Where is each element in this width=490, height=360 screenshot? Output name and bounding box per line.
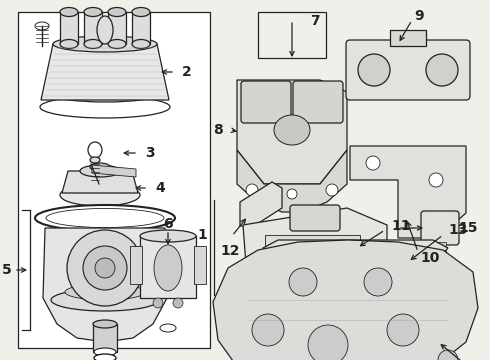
Bar [84, 12, 102, 44]
Ellipse shape [160, 324, 176, 332]
FancyBboxPatch shape [290, 205, 340, 231]
Ellipse shape [51, 86, 159, 102]
Text: 11: 11 [391, 219, 411, 233]
Bar [108, 12, 126, 44]
Ellipse shape [84, 40, 102, 49]
Circle shape [326, 184, 338, 196]
Ellipse shape [93, 320, 117, 328]
Polygon shape [41, 44, 169, 100]
Ellipse shape [90, 157, 100, 163]
Bar [390, 30, 426, 46]
Bar [60, 12, 78, 44]
Text: 15: 15 [458, 221, 477, 235]
Text: 9: 9 [414, 9, 424, 23]
Circle shape [287, 189, 297, 199]
Ellipse shape [46, 208, 164, 228]
Ellipse shape [140, 230, 196, 242]
Ellipse shape [97, 16, 113, 44]
Ellipse shape [51, 289, 159, 311]
Circle shape [173, 298, 183, 308]
Ellipse shape [53, 36, 157, 52]
FancyBboxPatch shape [421, 211, 459, 245]
Ellipse shape [35, 22, 49, 30]
Text: 12: 12 [220, 244, 240, 258]
Bar [140, 236, 196, 298]
Polygon shape [213, 240, 478, 360]
Bar [130, 246, 142, 284]
Ellipse shape [60, 8, 78, 17]
FancyBboxPatch shape [346, 40, 470, 100]
Text: 1: 1 [197, 228, 207, 242]
Ellipse shape [90, 163, 110, 171]
FancyBboxPatch shape [293, 81, 343, 123]
Bar [258, 12, 326, 58]
Ellipse shape [132, 8, 150, 17]
Polygon shape [62, 171, 138, 193]
Ellipse shape [84, 8, 102, 17]
Ellipse shape [154, 245, 182, 291]
FancyBboxPatch shape [241, 81, 291, 123]
Circle shape [426, 54, 458, 86]
Bar [18, 12, 210, 348]
Text: 5: 5 [2, 263, 12, 277]
Text: 4: 4 [155, 181, 165, 195]
Circle shape [358, 54, 390, 86]
Circle shape [95, 258, 115, 278]
Polygon shape [43, 228, 167, 342]
Circle shape [366, 156, 380, 170]
Ellipse shape [108, 8, 126, 17]
Bar [265, 235, 360, 275]
Text: 6: 6 [163, 217, 173, 231]
Bar [194, 246, 206, 284]
Circle shape [289, 268, 317, 296]
Polygon shape [240, 182, 282, 226]
Polygon shape [92, 165, 136, 177]
Text: 10: 10 [420, 251, 440, 265]
Circle shape [429, 173, 443, 187]
Bar [93, 324, 117, 352]
Bar [434, 242, 446, 252]
Polygon shape [263, 240, 448, 292]
Ellipse shape [60, 184, 140, 206]
Ellipse shape [108, 40, 126, 49]
Bar [132, 12, 150, 44]
Ellipse shape [274, 115, 310, 145]
Circle shape [364, 268, 392, 296]
Circle shape [153, 298, 163, 308]
Circle shape [308, 325, 348, 360]
Ellipse shape [80, 165, 120, 177]
Ellipse shape [35, 205, 175, 231]
Ellipse shape [132, 40, 150, 49]
Circle shape [387, 314, 419, 346]
Ellipse shape [94, 348, 116, 356]
Circle shape [83, 246, 127, 290]
Text: 8: 8 [213, 123, 223, 137]
Polygon shape [237, 150, 347, 212]
Circle shape [246, 184, 258, 196]
Ellipse shape [94, 354, 116, 360]
Circle shape [438, 350, 458, 360]
Text: 2: 2 [182, 65, 192, 79]
Polygon shape [243, 208, 387, 298]
Ellipse shape [88, 142, 102, 158]
Circle shape [252, 314, 284, 346]
Ellipse shape [60, 40, 78, 49]
Polygon shape [350, 146, 466, 238]
Ellipse shape [40, 96, 170, 118]
Text: 7: 7 [310, 14, 319, 28]
Text: 13: 13 [448, 223, 467, 237]
Text: 3: 3 [145, 146, 155, 160]
Ellipse shape [65, 284, 145, 300]
Polygon shape [237, 80, 347, 184]
Circle shape [67, 230, 143, 306]
